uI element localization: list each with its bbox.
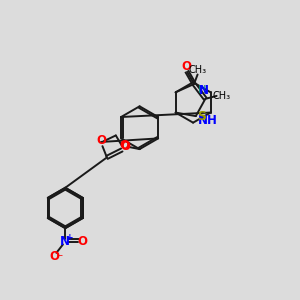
Text: O: O — [96, 134, 106, 147]
Text: +: + — [66, 233, 74, 242]
Text: N: N — [199, 84, 209, 97]
Text: O: O — [120, 140, 130, 153]
Text: CH₃: CH₃ — [213, 91, 231, 101]
Text: NH: NH — [198, 114, 218, 128]
Text: O: O — [77, 235, 87, 248]
Text: O: O — [49, 250, 59, 263]
Text: O: O — [119, 139, 129, 152]
Text: CH₃: CH₃ — [188, 65, 207, 75]
Text: ⁻: ⁻ — [57, 254, 62, 263]
Text: O: O — [182, 60, 192, 73]
Text: N: N — [60, 235, 70, 248]
Text: S: S — [197, 110, 206, 123]
Text: H: H — [198, 85, 206, 95]
